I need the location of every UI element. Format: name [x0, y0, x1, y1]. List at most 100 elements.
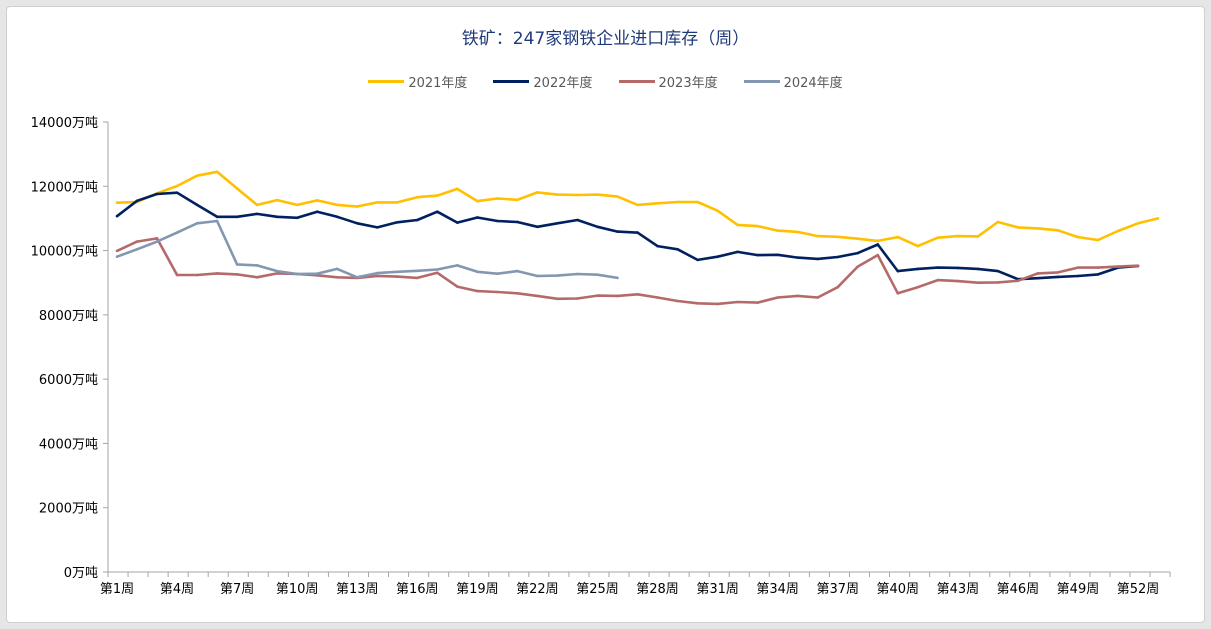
data-point: [235, 187, 239, 190]
data-point: [656, 296, 659, 299]
data-point: [976, 267, 980, 271]
x-tick-label: 第34周: [756, 582, 799, 597]
data-point: [1056, 271, 1060, 274]
data-point: [456, 221, 459, 224]
data-point: [295, 272, 299, 276]
data-point: [195, 203, 199, 207]
legend-label: 2022年度: [533, 76, 593, 91]
data-point: [215, 215, 219, 219]
data-point: [255, 212, 259, 216]
data-point: [115, 201, 119, 204]
data-point: [395, 220, 399, 224]
data-point: [355, 205, 359, 208]
data-point: [916, 244, 920, 248]
data-point: [255, 203, 259, 207]
x-tick-label: 第1周: [100, 582, 134, 597]
x-tick-label: 第43周: [937, 582, 980, 597]
legend-label: 2024年度: [783, 76, 843, 91]
data-point: [436, 268, 439, 271]
x-tick-label: 第52周: [1117, 582, 1160, 597]
data-point: [836, 235, 840, 239]
data-point: [876, 243, 880, 246]
data-point: [916, 267, 920, 271]
data-point: [375, 274, 379, 278]
series-line-2024年度: [116, 219, 618, 280]
data-point: [436, 271, 439, 275]
data-point: [816, 234, 819, 238]
data-point: [816, 257, 819, 261]
data-point: [235, 263, 239, 266]
data-point: [676, 200, 679, 204]
data-point: [616, 294, 619, 298]
legend-label: 2021年度: [408, 76, 468, 91]
data-point: [275, 215, 279, 219]
legend-label: 2023年度: [658, 76, 718, 91]
data-point: [716, 255, 719, 258]
data-point: [756, 224, 759, 228]
data-point: [936, 236, 940, 240]
x-tick-label: 第40周: [877, 582, 920, 597]
data-point: [736, 250, 739, 254]
data-point: [135, 199, 139, 203]
data-point: [616, 195, 619, 198]
data-point: [556, 221, 559, 225]
data-point: [516, 292, 519, 295]
x-tick-label: 第16周: [396, 582, 439, 597]
data-point: [395, 275, 399, 278]
data-point: [536, 294, 539, 298]
data-point: [195, 221, 199, 225]
data-point: [1036, 276, 1040, 280]
data-point: [315, 272, 319, 276]
data-point: [576, 218, 579, 222]
data-point: [275, 269, 279, 273]
data-point: [335, 215, 339, 219]
data-point: [556, 297, 559, 301]
data-point: [616, 276, 619, 280]
data-point: [115, 255, 119, 258]
data-point: [395, 270, 399, 274]
data-point: [1116, 265, 1120, 268]
data-point: [956, 234, 960, 238]
data-point: [155, 192, 159, 196]
data-point: [275, 198, 279, 202]
data-point: [215, 219, 219, 223]
data-point: [596, 294, 599, 297]
data-point: [1116, 229, 1120, 233]
data-point: [916, 285, 920, 289]
series-line-2021年度: [116, 170, 1159, 248]
x-tick-label: 第49周: [1057, 582, 1100, 597]
data-point: [876, 239, 880, 243]
x-tick-label: 第4周: [160, 582, 194, 597]
data-point: [335, 203, 339, 207]
data-point: [636, 203, 639, 207]
data-point: [756, 253, 759, 257]
chart-title: 铁矿：247家钢铁企业进口库存（周）: [461, 29, 750, 49]
data-point: [956, 279, 960, 283]
data-point: [596, 225, 599, 229]
data-point: [1056, 275, 1060, 279]
data-point: [456, 187, 459, 191]
data-point: [776, 253, 779, 257]
data-point: [295, 203, 299, 207]
data-point: [135, 247, 139, 251]
data-point: [856, 265, 860, 268]
legend-swatch: [493, 80, 530, 83]
data-point: [1096, 273, 1100, 276]
data-point: [636, 231, 639, 234]
data-point: [696, 200, 699, 204]
data-point: [796, 230, 799, 234]
data-point: [636, 292, 639, 296]
data-point: [1076, 274, 1080, 278]
data-point: [536, 274, 539, 278]
data-point: [1136, 221, 1140, 225]
data-point: [596, 273, 599, 276]
data-point: [896, 269, 900, 273]
data-point: [215, 170, 219, 174]
data-point: [896, 235, 900, 239]
data-point: [375, 271, 379, 275]
data-point: [255, 275, 259, 279]
data-point: [576, 272, 579, 276]
x-tick-label: 第28周: [636, 582, 679, 597]
data-point: [656, 202, 659, 205]
